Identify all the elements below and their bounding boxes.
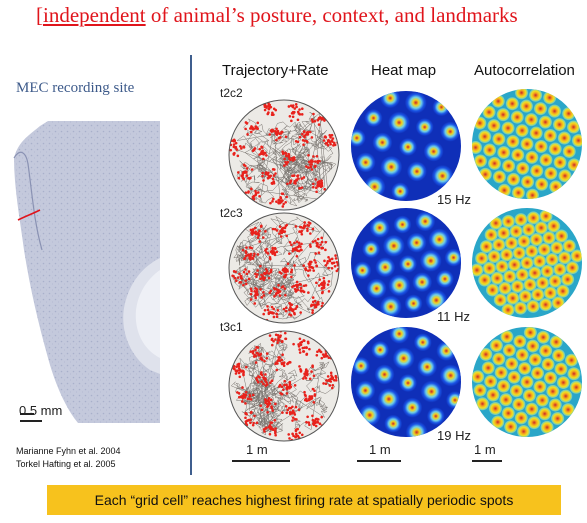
credits: Marianne Fyhn et al. 2004 Torkel Hafting…: [16, 445, 121, 471]
scale-bar: [357, 460, 401, 462]
autocorrelation-plot: [472, 208, 582, 318]
cell-id-label: t2c3: [220, 206, 243, 220]
title-rest: of animal’s posture, context, and landma…: [145, 3, 518, 27]
slide-title: [independent of animal’s posture, contex…: [36, 3, 518, 28]
mec-site-label: MEC recording site: [16, 80, 135, 96]
heat-map-plot: [351, 91, 461, 201]
trajectory-plot: [228, 330, 340, 442]
cell-id-label: t3c1: [220, 320, 243, 334]
caption-banner: Each “grid cell” reaches highest firing …: [47, 485, 561, 515]
scale-label: 1 m: [369, 442, 391, 457]
scale-label: 1 m: [246, 442, 268, 457]
peak-rate-label: 15 Hz: [437, 192, 471, 207]
mec-scale-label: 0.5 mm: [19, 403, 63, 418]
cell-id-label: t2c2: [220, 86, 243, 100]
column-header-autocorrelation: Autocorrelation: [474, 62, 575, 79]
credit-line: Marianne Fyhn et al. 2004: [16, 446, 121, 456]
peak-rate-label: 11 Hz: [437, 309, 470, 324]
scale-bar: [232, 460, 290, 462]
mec-scale-bar: [20, 420, 42, 422]
trajectory-plot: [228, 212, 340, 324]
scale-bar: [472, 460, 502, 462]
autocorrelation-plot: [472, 327, 582, 437]
column-header-trajectory: Trajectory+Rate: [222, 62, 329, 79]
brain-section-image: [13, 121, 160, 423]
scale-label: 1 m: [474, 442, 496, 457]
column-header-heatmap: Heat map: [371, 62, 437, 79]
peak-rate-label: 19 Hz: [437, 428, 471, 443]
credit-line: Torkel Hafting et al. 2005: [16, 459, 116, 469]
autocorrelation-plot: [472, 89, 582, 199]
heat-map-plot: [351, 208, 461, 318]
panel-divider: [190, 55, 192, 475]
trajectory-plot: [228, 99, 340, 211]
title-underlined-word: independent: [43, 3, 146, 27]
heat-map-plot: [351, 327, 461, 437]
title-bracket: [: [36, 3, 43, 27]
